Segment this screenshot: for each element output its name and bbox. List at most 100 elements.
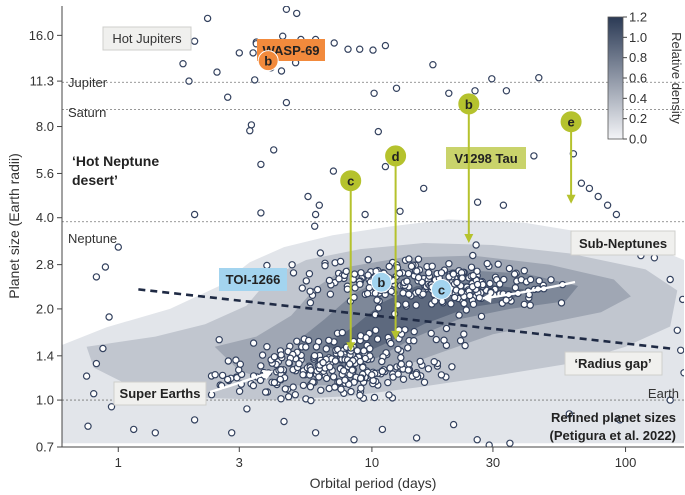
source-line1: Refined planet sizes [551, 410, 676, 425]
data-point-28 [471, 87, 479, 95]
data-point-485 [475, 294, 484, 302]
data-point-460 [325, 276, 334, 285]
data-point-433 [467, 263, 476, 271]
y-tick-label-5: 4.0 [36, 210, 54, 225]
hot-neptune-desert-line1: ‘Hot Neptune [72, 153, 159, 169]
colorbar [607, 16, 624, 140]
highlighted-planets: b b c c d b e [257, 50, 582, 352]
data-point-6 [279, 32, 287, 40]
planet-letter-1-c: c [438, 282, 445, 297]
data-point-357 [305, 336, 313, 345]
data-point-3 [190, 37, 199, 45]
data-point-618 [350, 293, 358, 302]
data-point-655 [414, 255, 423, 263]
cb-tick-label-5: 1.0 [629, 30, 647, 45]
data-point-376 [285, 359, 293, 367]
data-point-560 [405, 290, 413, 298]
data-point-387 [357, 374, 365, 382]
data-point-258 [211, 371, 219, 379]
data-point-548 [496, 280, 504, 288]
data-point-275 [323, 374, 331, 383]
data-point-608 [335, 275, 343, 283]
data-point-578 [455, 311, 463, 319]
data-point-53 [190, 210, 199, 219]
cb-tick-label-6: 1.2 [629, 10, 647, 25]
data-point-390 [378, 357, 386, 366]
data-point-337 [394, 345, 402, 354]
data-point-381 [346, 360, 354, 368]
data-point-68 [84, 422, 92, 430]
planet-letter-2-c: c [347, 174, 354, 189]
data-point-351 [353, 347, 361, 355]
data-point-388 [326, 363, 334, 371]
migration-arrowhead-b [464, 234, 474, 244]
data-point-39 [329, 167, 338, 175]
data-point-603 [412, 301, 420, 309]
data-point-393 [319, 358, 327, 367]
data-point-639 [363, 289, 372, 298]
data-point-32 [370, 89, 378, 98]
data-point-265 [430, 358, 438, 366]
ref-label-saturn: Saturn [68, 105, 106, 120]
data-point-191 [370, 393, 379, 402]
radius-gap-dash [138, 288, 671, 350]
toi1266-label: TOI-1266 [226, 272, 281, 287]
data-point-168 [410, 327, 418, 336]
data-point-59 [114, 243, 123, 251]
data-point-658 [526, 275, 535, 284]
data-point-206 [281, 385, 289, 393]
data-point-569 [385, 262, 393, 271]
data-point-626 [510, 270, 519, 278]
data-point-294 [440, 336, 448, 344]
data-point-665 [469, 271, 477, 280]
colorbar-ticks: 0.0 0.2 0.4 0.6 0.8 1.0 1.2 [623, 10, 647, 147]
data-point-600 [404, 269, 413, 278]
data-point-176 [257, 362, 265, 370]
data-point-125 [424, 365, 433, 373]
data-point-657 [449, 270, 458, 278]
data-point-94 [673, 326, 682, 334]
planet-marker-0-b [257, 50, 279, 72]
data-point-80 [485, 441, 493, 447]
data-point-545 [351, 284, 359, 292]
data-point-37 [270, 146, 278, 154]
data-point-348 [299, 381, 308, 390]
data-point-653 [453, 278, 461, 287]
data-point-269 [317, 386, 325, 394]
data-point-50 [315, 201, 323, 209]
data-point-57 [473, 198, 482, 206]
data-point-465 [494, 260, 502, 268]
data-point-324 [461, 341, 469, 350]
x-tick-label-3: 30 [486, 455, 500, 470]
data-point-320 [337, 350, 345, 358]
data-point-70 [151, 429, 159, 437]
migration-arrowhead-e [566, 194, 576, 204]
data-point-335 [378, 367, 387, 376]
data-point-15 [235, 49, 243, 57]
data-point-62 [99, 344, 107, 353]
data-point-614 [437, 269, 446, 277]
data-point-457 [302, 277, 310, 285]
data-point-293 [299, 371, 307, 379]
data-point-412 [557, 299, 566, 307]
data-point-650 [413, 267, 421, 275]
planet-marker-1-c [430, 278, 452, 300]
data-point-673 [458, 274, 466, 282]
data-point-361 [302, 343, 310, 351]
data-point-87 [679, 295, 684, 304]
data-point-19 [185, 77, 193, 85]
data-point-2 [293, 9, 301, 18]
data-point-321 [331, 357, 340, 365]
data-point-124 [372, 326, 380, 334]
data-point-41 [420, 184, 428, 193]
data-point-354 [337, 385, 345, 393]
data-point-11 [344, 45, 352, 53]
planet-letter-2-e: e [567, 115, 574, 130]
data-point-144 [384, 378, 392, 387]
data-point-442 [469, 251, 477, 260]
ref-label-neptune: Neptune [68, 231, 117, 246]
y-tick-label-0: 0.7 [36, 440, 54, 455]
data-point-595 [547, 276, 555, 284]
data-point-368 [437, 371, 446, 379]
data-point-616 [457, 288, 466, 296]
